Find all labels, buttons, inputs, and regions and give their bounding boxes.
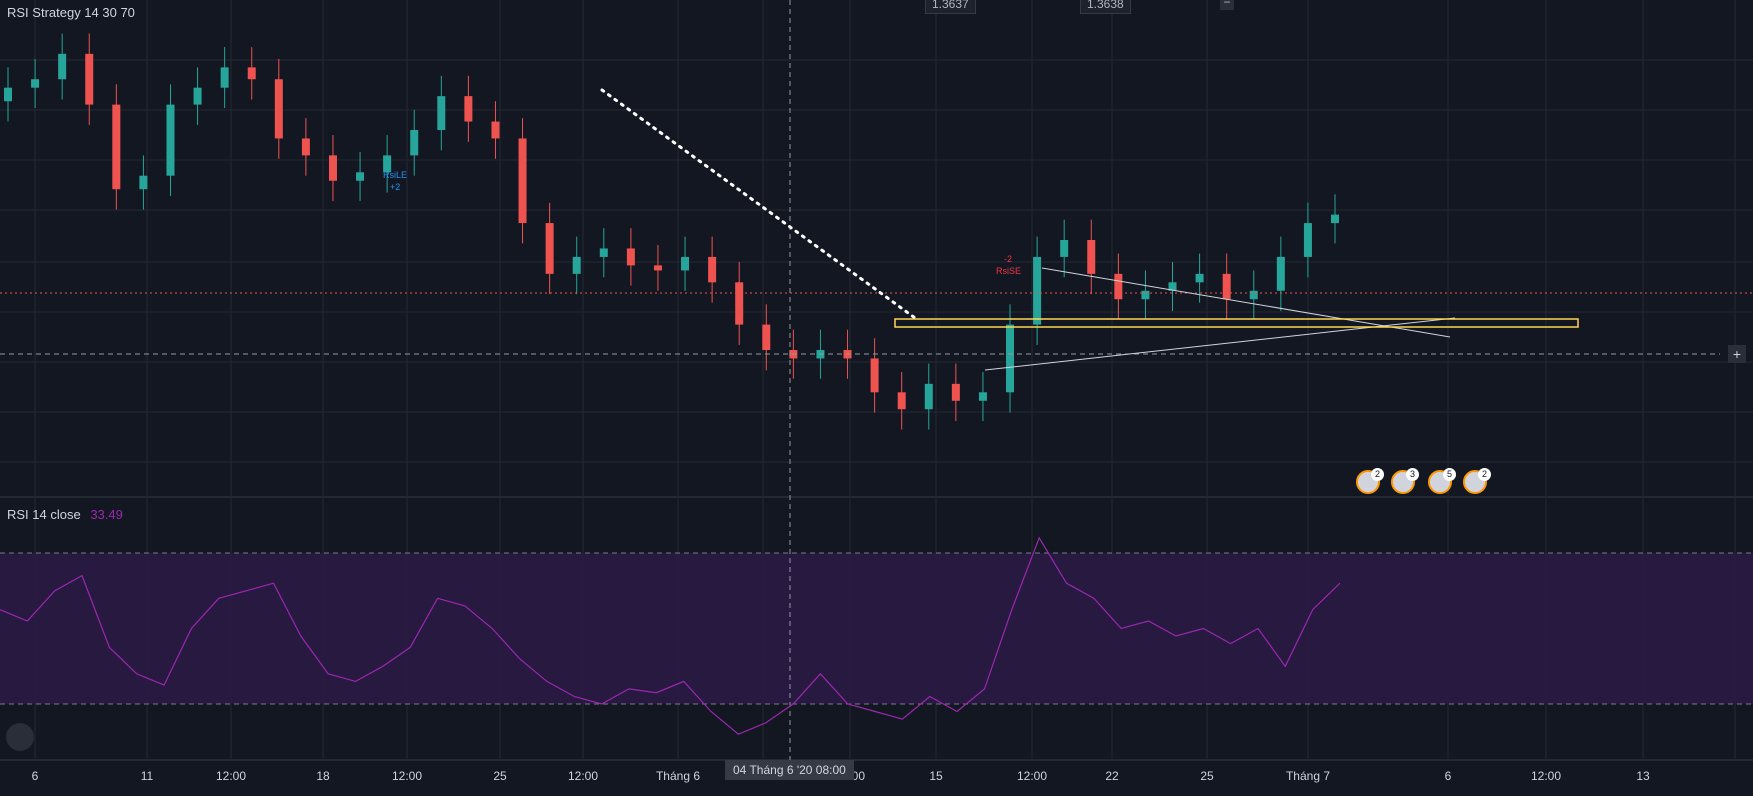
- candle-body: [139, 175, 148, 190]
- event-count: 2: [1478, 468, 1491, 481]
- candle-body: [410, 130, 419, 156]
- short-entry-qty: -2: [1004, 254, 1012, 264]
- candle-body: [1249, 290, 1258, 300]
- candle-body: [1006, 324, 1015, 393]
- price-box-right: 1.3638: [1080, 0, 1131, 14]
- candle-body: [437, 96, 446, 130]
- event-count: 5: [1443, 468, 1456, 481]
- x-tick-label: 22: [1105, 769, 1119, 783]
- long-entry-label: RsiLE: [383, 170, 407, 180]
- candle-body: [1303, 223, 1312, 257]
- candle-body: [978, 392, 987, 401]
- event-us-flag-icon[interactable]: 2: [1356, 468, 1384, 494]
- candle-body: [1195, 273, 1204, 283]
- candle-body: [1060, 240, 1069, 257]
- candle-body: [193, 87, 202, 105]
- candle-body: [31, 79, 40, 88]
- candle-body: [112, 104, 121, 190]
- event-us-flag-icon[interactable]: 2: [1463, 468, 1491, 494]
- x-tick-label: Tháng 7: [1286, 769, 1330, 783]
- x-tick-label: 15: [929, 769, 943, 783]
- candle-body: [599, 248, 608, 257]
- x-tick-label: 11: [141, 769, 154, 783]
- rsi-band: [0, 553, 1753, 704]
- candle-body: [572, 256, 581, 274]
- candle-body: [626, 248, 635, 266]
- candle-body: [328, 155, 337, 181]
- candle-body: [762, 324, 771, 350]
- candle-body: [383, 155, 392, 173]
- rsi-line: [0, 536, 1341, 735]
- dotted-trend-line: [600, 88, 917, 320]
- candle-body: [166, 104, 175, 176]
- long-entry-qty: +2: [390, 182, 400, 192]
- rsi-legend[interactable]: RSI 14 close 33.49: [7, 507, 123, 522]
- candle-body: [1114, 273, 1123, 300]
- candle-body: [1033, 256, 1042, 325]
- x-tick-label: 12:00: [1531, 769, 1561, 783]
- x-tick-label: 12:00: [568, 769, 598, 783]
- candle-body: [1276, 256, 1285, 291]
- event-ca-flag-icon[interactable]: 3: [1391, 468, 1419, 494]
- candle-body: [247, 67, 256, 80]
- crosshair-time-label: 04 Tháng 6 '20 08:00: [725, 760, 854, 780]
- price-right: 1.3638: [1087, 0, 1124, 11]
- rsi-title: RSI 14 close: [7, 507, 81, 522]
- x-tick-label: 25: [493, 769, 507, 783]
- candle-body: [1331, 214, 1339, 224]
- candle-body: [4, 87, 12, 102]
- candle-body: [653, 265, 662, 271]
- candle-body: [1141, 290, 1150, 300]
- x-tick-label: 25: [1200, 769, 1214, 783]
- yellow-zone-rect: [894, 318, 1579, 328]
- x-tick-label: 13: [1636, 769, 1650, 783]
- candle-body: [1222, 273, 1231, 300]
- x-tick-label: 18: [316, 769, 330, 783]
- x-tick-label: 6: [1445, 769, 1452, 783]
- tradingview-logo-icon[interactable]: [6, 723, 34, 751]
- candle-body: [220, 67, 229, 88]
- short-entry-label: RsiSE: [996, 266, 1021, 276]
- candle-body: [356, 172, 365, 181]
- event-ca-flag-icon[interactable]: 5: [1428, 468, 1456, 494]
- rsi-value: 33.49: [90, 507, 123, 522]
- candle-body: [545, 223, 554, 274]
- minimize-button[interactable]: −: [1220, 0, 1234, 10]
- price-left: 1.3637: [932, 0, 969, 11]
- candle-body: [708, 256, 717, 283]
- x-tick-label: 12:00: [216, 769, 246, 783]
- x-tick-label: 12:00: [392, 769, 422, 783]
- candle-body: [58, 53, 67, 80]
- candle-body: [464, 96, 473, 122]
- candle-body: [491, 121, 500, 139]
- x-tick-label: 12:00: [1017, 769, 1047, 783]
- candle-body: [274, 79, 283, 139]
- candle-body: [924, 383, 933, 410]
- add-plus-button[interactable]: +: [1728, 345, 1746, 363]
- event-count: 2: [1371, 468, 1384, 481]
- candle-body: [85, 53, 94, 105]
- candle-body: [681, 256, 690, 271]
- candle-body: [1168, 282, 1177, 291]
- triangle-upper-line: [1041, 267, 1451, 338]
- candle-body: [951, 383, 960, 401]
- candle-body: [897, 392, 906, 410]
- strategy-title[interactable]: RSI Strategy 14 30 70: [7, 5, 135, 20]
- price-box-left: 1.3637: [925, 0, 976, 14]
- candle-body: [735, 282, 744, 325]
- x-tick-label: Tháng 6: [656, 769, 700, 783]
- candle-body: [870, 358, 879, 393]
- candle-body: [301, 138, 310, 156]
- x-tick-label: 6: [32, 769, 39, 783]
- event-count: 3: [1406, 468, 1419, 481]
- candle-body: [1087, 240, 1096, 274]
- candle-body: [518, 138, 527, 224]
